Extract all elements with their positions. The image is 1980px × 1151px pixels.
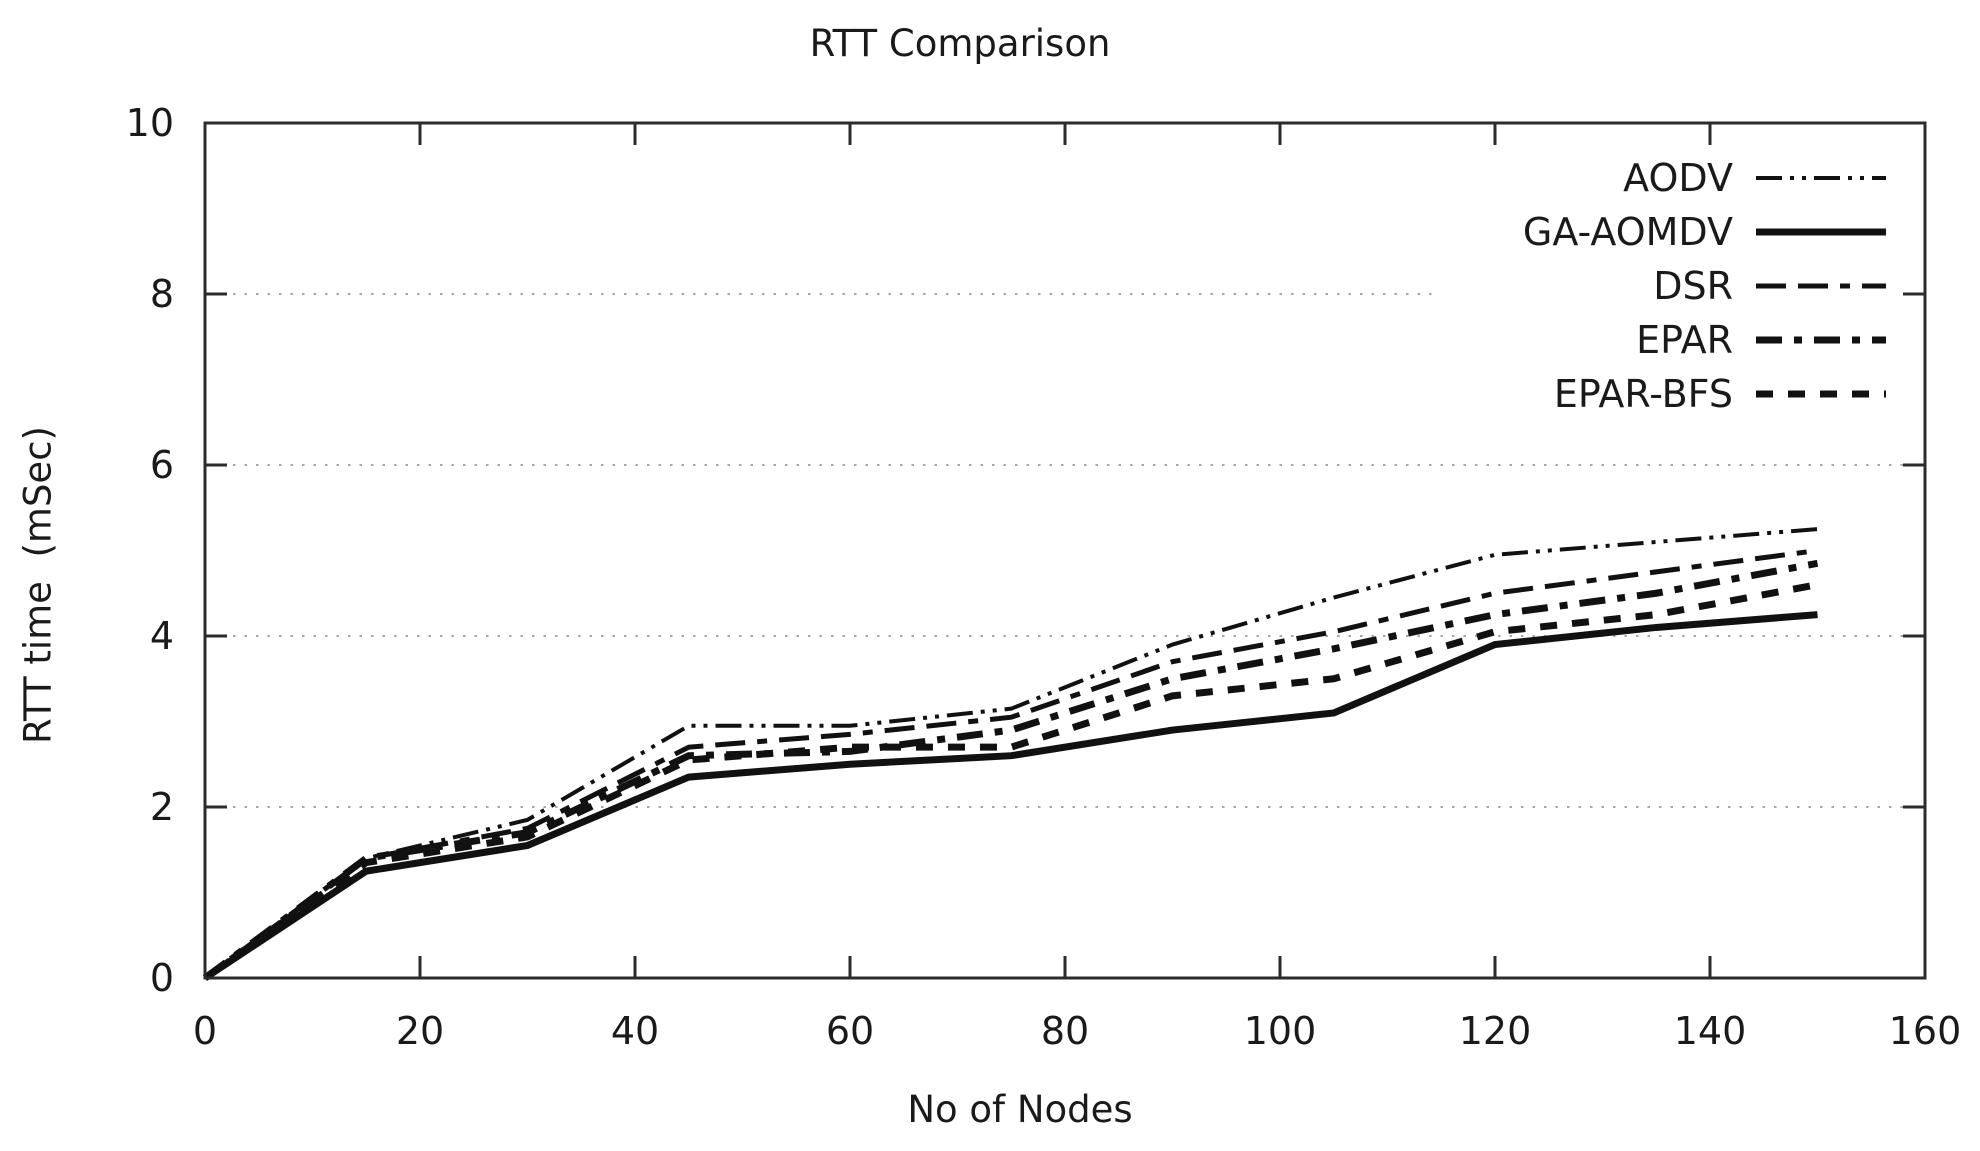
y-tick-label-6: 6 [150, 443, 174, 487]
x-tick-label-160: 160 [1889, 1009, 1962, 1053]
legend-label-aodv: AODV [1623, 156, 1733, 200]
chart-title: RTT Comparison [809, 22, 1111, 65]
x-tick-label-120: 120 [1459, 1009, 1532, 1053]
x-tick-label-0: 0 [193, 1009, 217, 1053]
legend-label-ga-aomdv: GA-AOMDV [1523, 210, 1733, 254]
series-line-ga-aomdv [203, 611, 1818, 981]
legend-label-epar: EPAR [1636, 318, 1733, 362]
series-line-epar [202, 559, 1819, 981]
series-line-dsr [203, 548, 1818, 981]
x-tick-label-140: 140 [1674, 1009, 1747, 1053]
x-axis-label: No of Nodes [907, 1088, 1133, 1131]
y-tick-label-0: 0 [150, 956, 174, 1000]
y-tick-label-4: 4 [150, 614, 174, 658]
tick-marks [205, 123, 1925, 978]
legend: AODV GA-AOMDV DSR EPAR EPAR-BFS [1435, 130, 1915, 426]
legend-label-epar-bfs: EPAR-BFS [1554, 372, 1733, 416]
series-line-aodv [203, 527, 1818, 980]
x-tick-label-80: 80 [1041, 1009, 1089, 1053]
x-tick-label-20: 20 [396, 1009, 444, 1053]
y-tick-label-2: 2 [150, 785, 174, 829]
x-tick-label-60: 60 [826, 1009, 874, 1053]
x-tick-labels: 0 20 40 60 80 100 120 140 160 [193, 1009, 1961, 1053]
y-tick-label-10: 10 [126, 101, 174, 145]
x-tick-label-40: 40 [611, 1009, 659, 1053]
x-tick-label-100: 100 [1244, 1009, 1317, 1053]
y-tick-labels: 0 2 4 6 8 10 [126, 101, 174, 1000]
legend-label-dsr: DSR [1653, 264, 1733, 308]
series-lines [202, 527, 1819, 981]
y-tick-label-8: 8 [150, 272, 174, 316]
series-line-epar-bfs [202, 581, 1819, 981]
